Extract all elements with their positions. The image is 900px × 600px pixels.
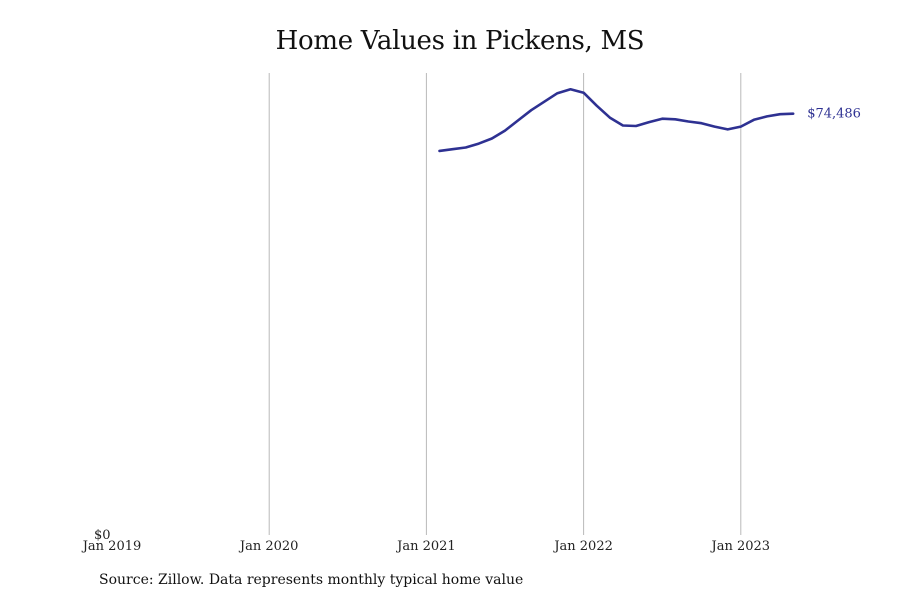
grid-lines xyxy=(268,73,742,535)
x-axis: Jan 2019 Jan 2020 Jan 2021 Jan 2022 Jan 2023 xyxy=(81,539,770,554)
end-value-label: $74,486 xyxy=(807,107,861,122)
x-tick-label: Jan 2021 xyxy=(395,539,456,554)
x-tick-label: Jan 2023 xyxy=(710,539,771,554)
series-layer xyxy=(438,88,795,153)
x-tick-label: Jan 2019 xyxy=(81,539,142,554)
x-tick-label: Jan 2020 xyxy=(238,539,299,554)
source-note: Source: Zillow. Data represents monthly … xyxy=(99,572,524,588)
y-tick-label: $0 xyxy=(94,528,111,543)
x-tick-label: Jan 2022 xyxy=(552,539,613,554)
chart-title: Home Values in Pickens, MS xyxy=(275,26,645,56)
y-axis: $0 xyxy=(94,528,111,543)
series-line xyxy=(438,88,795,153)
end-label-layer: $74,486 xyxy=(807,107,861,122)
